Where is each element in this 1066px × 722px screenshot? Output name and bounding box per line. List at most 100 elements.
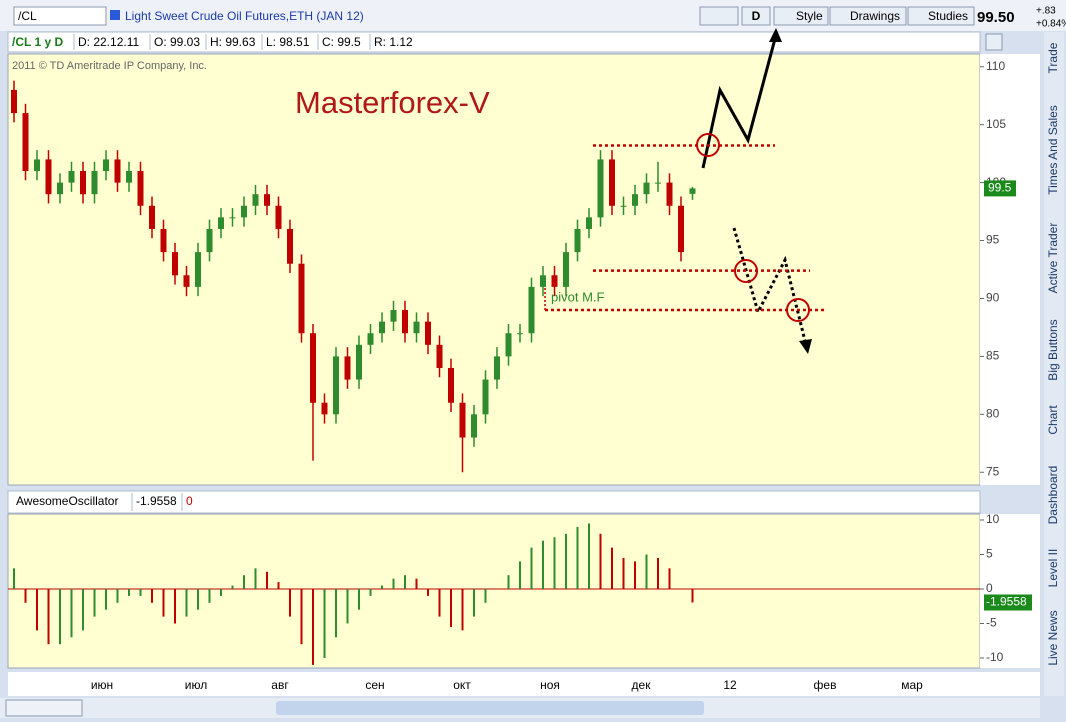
candle-body	[149, 205, 155, 229]
candle-body	[459, 402, 466, 438]
candle-body	[356, 344, 362, 380]
info-item: /CL 1 y D	[12, 35, 63, 49]
y-tick-label: 85	[986, 349, 1000, 363]
side-tab[interactable]: Active Trader	[1046, 223, 1060, 294]
info-item: R: 1.12	[374, 35, 413, 49]
symbol[interactable]: /CL	[18, 9, 37, 23]
study-name: AwesomeOscillator	[16, 494, 118, 508]
chart-title: Masterforex-V	[295, 85, 490, 120]
candle-body	[68, 171, 75, 183]
candle-body	[275, 205, 282, 229]
study-value: -1.9558	[136, 494, 177, 508]
last-value-box	[984, 594, 1032, 611]
candle-body	[229, 217, 236, 219]
candle-body	[528, 286, 535, 334]
zoom-buttons[interactable]	[5, 699, 83, 717]
panel-button[interactable]	[985, 33, 1003, 51]
candle-body	[252, 194, 259, 206]
arrow-head	[769, 28, 782, 42]
study-header	[7, 490, 981, 514]
candle-body	[218, 217, 224, 229]
x-tick-label: ноя	[540, 678, 560, 692]
scroll-thumb[interactable]	[276, 701, 704, 715]
candle-body	[321, 402, 328, 415]
button-label[interactable]: Drawings	[850, 9, 900, 23]
candle-body	[264, 194, 270, 206]
y-tick-label: 5	[986, 547, 993, 561]
x-tick-label: 12	[723, 678, 737, 692]
side-panel	[1044, 32, 1064, 696]
y-tick-label: 110	[986, 59, 1005, 73]
x-tick-label: окт	[453, 678, 471, 692]
time-axis	[8, 672, 1040, 696]
candle-body	[574, 228, 581, 253]
oscillator-panel	[7, 513, 981, 669]
button-label[interactable]: D	[752, 9, 761, 23]
x-tick-label: июн	[91, 678, 113, 692]
y-tick-label: -10	[986, 650, 1004, 664]
last-value-box	[984, 180, 1016, 197]
button[interactable]	[829, 6, 907, 26]
candle-body	[436, 344, 443, 368]
candle-body	[609, 159, 615, 206]
candle-body	[597, 159, 604, 218]
y-tick-label: 90	[986, 291, 1000, 305]
candle-body	[183, 275, 190, 287]
button[interactable]	[741, 6, 771, 26]
button[interactable]	[907, 6, 975, 26]
candle-body	[287, 228, 293, 264]
button[interactable]	[773, 6, 829, 26]
candle-body	[471, 414, 477, 438]
candle-body	[689, 188, 696, 194]
x-tick-label: июл	[185, 678, 207, 692]
y-tick-label: 0	[986, 581, 993, 595]
change: +.83	[1036, 6, 1056, 17]
price-axis	[980, 54, 1040, 485]
side-tab[interactable]: Dashboard	[1046, 466, 1060, 525]
oscillator-axis	[980, 514, 1040, 668]
info-item: L: 98.51	[266, 35, 310, 49]
annotation: pivot M.F	[551, 289, 605, 304]
side-tab[interactable]: Big Buttons	[1046, 319, 1060, 380]
candle-body	[517, 333, 523, 335]
candle-body	[367, 333, 374, 345]
x-tick-label: фев	[814, 678, 837, 692]
info-item: O: 99.03	[154, 35, 200, 49]
candle-body	[666, 182, 673, 206]
candle-body	[586, 217, 592, 229]
y-tick-label: 80	[986, 406, 1000, 420]
candle-body	[195, 252, 201, 287]
candle-body	[344, 356, 351, 380]
button-label[interactable]: Studies	[928, 9, 968, 23]
candle-body	[402, 310, 408, 334]
side-tab[interactable]: Times And Sales	[1046, 105, 1060, 195]
x-tick-label: дек	[632, 678, 652, 692]
candle-body	[34, 159, 40, 172]
candle-body	[160, 228, 167, 253]
candle-body	[137, 171, 144, 206]
candle-body	[390, 310, 397, 322]
candle-body	[620, 205, 627, 207]
candle-body	[655, 182, 661, 184]
candle-body	[505, 333, 512, 357]
info-item: H: 99.63	[210, 35, 256, 49]
y-tick-label: 95	[986, 233, 1000, 247]
candle-body	[494, 356, 500, 380]
side-tab[interactable]: Trade	[1046, 42, 1060, 73]
description: Light Sweet Crude Oil Futures,ETH (JAN 1…	[125, 9, 364, 23]
study-signal: 0	[186, 494, 193, 508]
symbol-box[interactable]	[13, 6, 107, 26]
info-item: C: 99.5	[322, 35, 361, 49]
candle-body	[540, 275, 546, 287]
button-label[interactable]: Style	[796, 9, 823, 23]
side-tab[interactable]: Level II	[1046, 549, 1060, 588]
candle-body	[114, 159, 121, 183]
candle-body	[126, 171, 132, 183]
info-item: D: 22.12.11	[78, 35, 139, 49]
y-tick-label: 75	[986, 464, 1000, 478]
side-tab[interactable]: Chart	[1046, 405, 1060, 435]
side-tab[interactable]: Live News	[1046, 610, 1060, 665]
tool-button[interactable]	[699, 6, 739, 26]
info-bar	[7, 31, 981, 53]
arrow-head	[799, 339, 812, 354]
